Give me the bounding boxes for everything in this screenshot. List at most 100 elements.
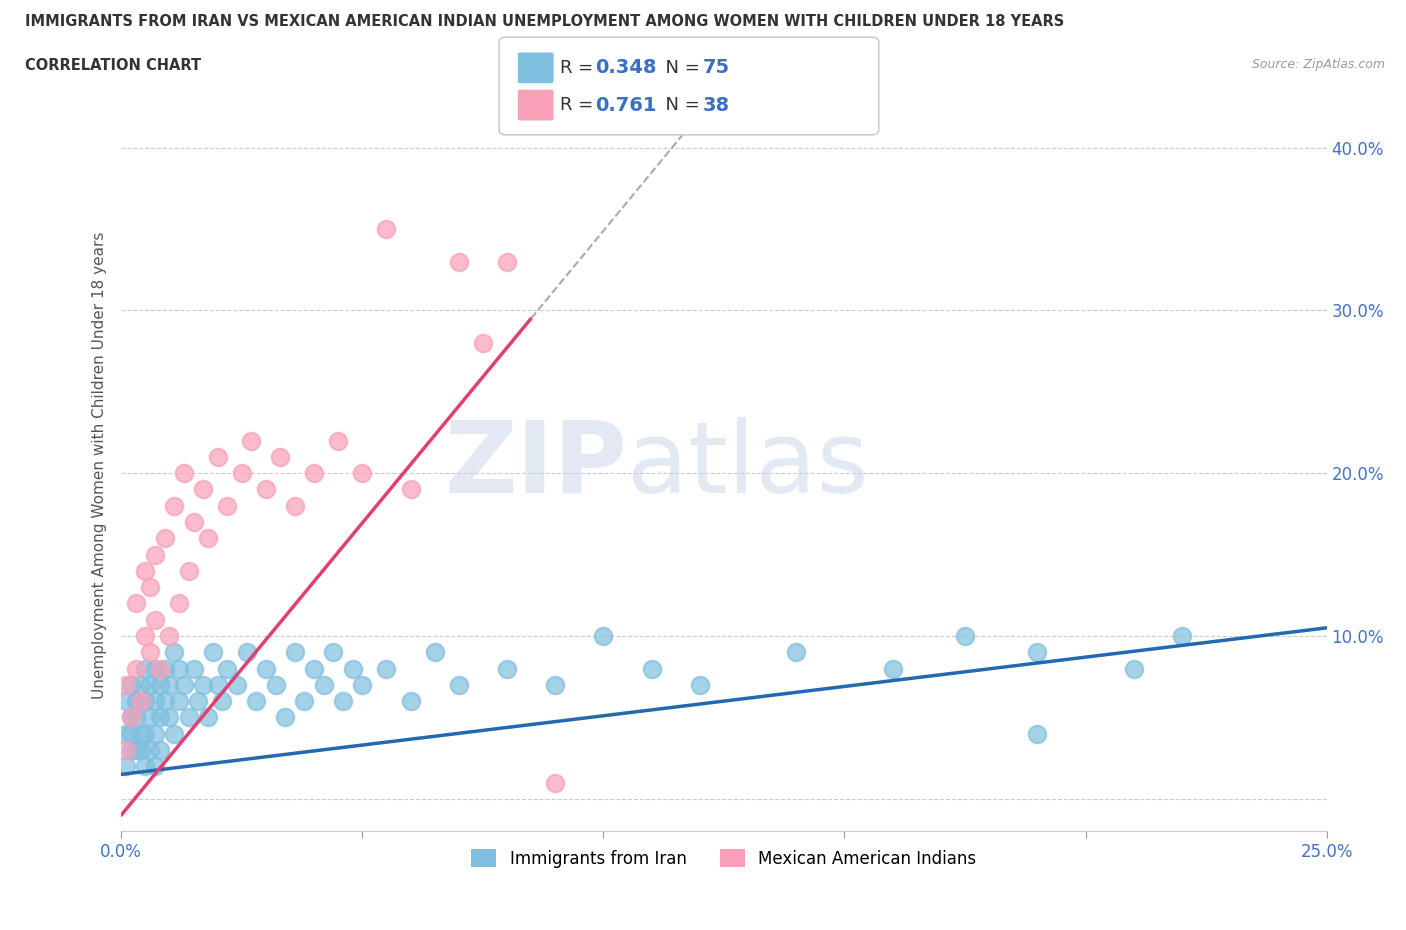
Point [231,466,253,481]
Point [207,449,229,464]
Point [125,694,148,709]
Point [120,710,142,724]
Point [143,547,166,562]
Point [544,677,567,692]
Point [187,694,209,709]
Point [294,694,316,709]
Point [129,726,152,741]
Point [149,742,172,757]
Point [240,433,263,448]
Text: 75: 75 [703,59,730,77]
Point [143,694,166,709]
Text: 38: 38 [703,96,730,114]
Point [120,742,142,757]
Text: ZIP: ZIP [444,417,627,513]
Point [193,482,215,497]
Text: N =: N = [654,59,706,77]
Point [115,759,138,774]
Point [149,710,172,724]
Point [149,661,172,676]
Point [163,644,186,659]
Text: R =: R = [560,59,599,77]
Point [125,596,148,611]
Point [226,677,249,692]
Point [134,759,156,774]
Point [544,775,567,790]
Point [115,677,138,692]
Point [254,482,277,497]
Text: IMMIGRANTS FROM IRAN VS MEXICAN AMERICAN INDIAN UNEMPLOYMENT AMONG WOMEN WITH CH: IMMIGRANTS FROM IRAN VS MEXICAN AMERICAN… [25,14,1064,29]
Point [139,644,162,659]
Point [125,661,148,676]
Point [143,661,166,676]
Point [264,677,287,692]
Point [496,661,519,676]
Point [134,694,156,709]
Point [352,677,374,692]
Point [163,726,186,741]
Point [125,710,148,724]
Point [120,726,142,741]
Point [139,677,162,692]
Point [312,677,335,692]
Point [399,694,422,709]
Text: R =: R = [560,96,599,114]
Point [375,221,398,236]
Point [447,254,470,269]
Point [953,629,976,644]
Legend: Immigrants from Iran, Mexican American Indians: Immigrants from Iran, Mexican American I… [465,843,983,874]
Point [328,433,350,448]
Point [115,694,138,709]
Point [471,336,494,351]
Point [447,677,470,692]
Point [211,694,233,709]
Point [134,564,156,578]
Point [245,694,267,709]
Point [640,661,662,676]
Point [159,677,181,692]
Point [115,726,138,741]
Point [139,579,162,594]
Y-axis label: Unemployment Among Women with Children Under 18 years: Unemployment Among Women with Children U… [93,232,107,698]
Point [1171,629,1194,644]
Point [592,629,614,644]
Point [125,742,148,757]
Point [197,710,219,724]
Text: atlas: atlas [627,417,869,513]
Point [167,661,190,676]
Point [284,498,307,513]
Point [274,710,297,724]
Point [134,629,156,644]
Point [143,612,166,627]
Point [235,644,257,659]
Point [193,677,215,692]
Point [269,449,291,464]
Point [1026,726,1049,741]
Point [167,694,190,709]
Point [689,677,711,692]
Point [149,677,172,692]
Point [332,694,354,709]
Point [785,644,807,659]
Point [1026,644,1049,659]
Point [302,661,325,676]
Point [173,677,195,692]
Point [177,710,200,724]
Point [139,710,162,724]
Point [159,629,181,644]
Point [217,661,239,676]
Point [197,531,219,546]
Point [134,661,156,676]
Point [159,710,181,724]
Point [143,726,166,741]
Point [129,694,152,709]
Point [217,498,239,513]
Point [375,661,398,676]
Text: 0.761: 0.761 [595,96,657,114]
Point [143,759,166,774]
Point [134,726,156,741]
Point [302,466,325,481]
Point [1122,661,1144,676]
Point [322,644,344,659]
Point [163,498,186,513]
